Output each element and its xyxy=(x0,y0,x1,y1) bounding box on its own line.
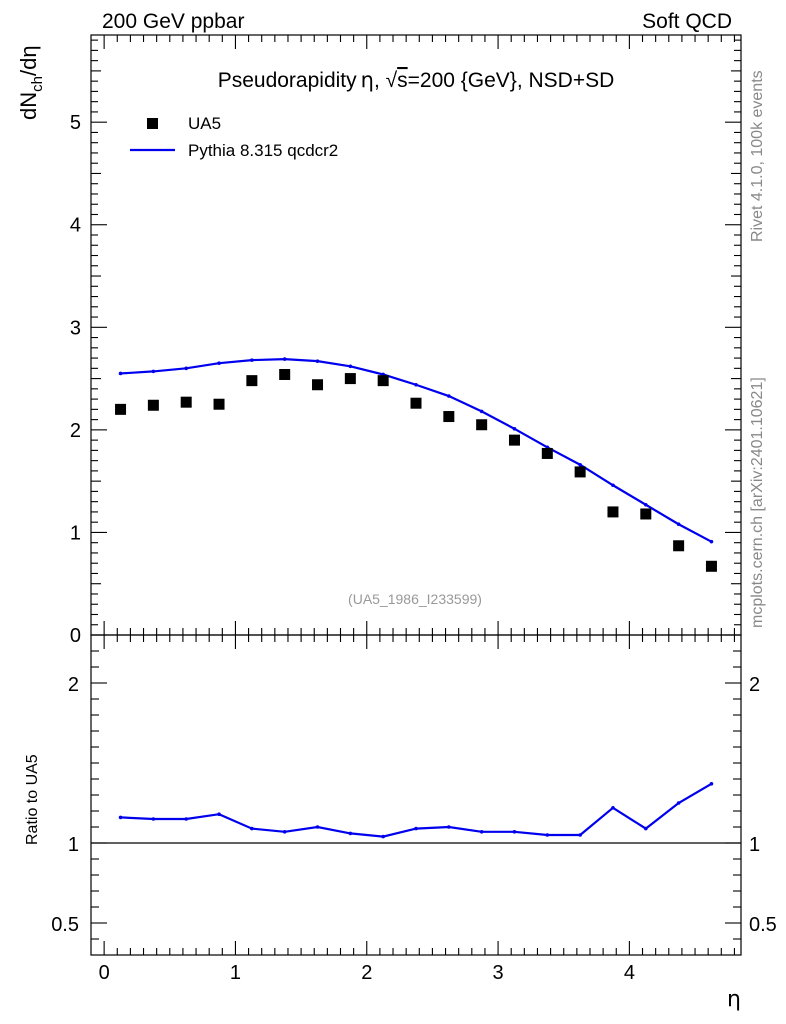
pythia-point xyxy=(643,502,648,507)
ua5-marker xyxy=(213,398,225,410)
pythia-point xyxy=(611,483,615,488)
ratio-point xyxy=(512,830,517,834)
ua5-marker xyxy=(508,434,520,446)
y-tick-label: 2 xyxy=(70,420,81,442)
ratio-point xyxy=(414,826,418,831)
legend-ua5-label: UA5 xyxy=(188,114,221,133)
ratio-point xyxy=(118,815,123,820)
ua5-marker xyxy=(180,396,192,408)
pythia-point xyxy=(512,427,517,431)
pythia-point xyxy=(709,539,714,544)
ua5-marker xyxy=(476,419,488,431)
ratio-point xyxy=(217,812,221,816)
ua5-marker xyxy=(541,447,553,459)
ratio-point xyxy=(184,817,189,821)
pythia-point xyxy=(414,382,418,387)
pythia-point xyxy=(447,394,451,398)
ua5-marker xyxy=(246,375,258,387)
y-tick-label: 4 xyxy=(70,215,81,237)
pythia-point xyxy=(348,364,353,369)
pythia-point xyxy=(315,359,320,363)
ratio-y-tick-label: 2 xyxy=(68,674,79,696)
main-panel: 0 1 2 3 4 5 Pseudorapidity η, √s=200 {GeV}, NS… xyxy=(16,34,742,647)
pythia-point xyxy=(479,409,484,414)
ratio-point xyxy=(643,826,648,831)
main-y-tick-labels: 0 1 2 3 4 5 xyxy=(70,112,81,647)
pythia-point xyxy=(676,522,681,527)
ratio-y-tick-label-right: 1 xyxy=(749,834,760,856)
ratio-y-tick-labels: 0.5 0.5 1 1 2 2 xyxy=(51,674,777,936)
pythia-point xyxy=(118,371,123,376)
pythia-point xyxy=(151,369,156,374)
ratio-data xyxy=(91,782,741,844)
pythia-point xyxy=(578,462,582,467)
x-tick-label: 2 xyxy=(361,962,372,984)
ratio-point xyxy=(348,831,353,836)
ratio-point xyxy=(479,830,484,834)
pythia-point xyxy=(184,366,189,371)
ratio-point xyxy=(709,782,714,786)
ratio-frame xyxy=(90,634,742,956)
legend-pythia-label: Pythia 8.315 qcdcr2 xyxy=(188,141,338,160)
ratio-y-tick-label: 1 xyxy=(68,834,79,856)
ratio-point xyxy=(250,826,254,831)
ua5-marker xyxy=(279,368,291,380)
x-tick-label: 3 xyxy=(493,962,504,984)
dataset-label: (UA5_1986_I233599) xyxy=(348,591,482,607)
main-data xyxy=(115,357,717,572)
legend-ua5-marker xyxy=(147,118,158,129)
header-right: Soft QCD xyxy=(642,10,732,33)
ua5-marker xyxy=(673,540,685,552)
y-tick-label: 1 xyxy=(70,522,81,544)
ua5-marker xyxy=(344,373,356,385)
ratio-y-tick-label-right: 2 xyxy=(749,674,760,696)
ua5-marker xyxy=(607,506,619,518)
mcplots-label: mcplots.cern.ch [arXiv:2401.10621] xyxy=(749,377,766,628)
ratio-point xyxy=(676,801,681,805)
y-tick-label: 5 xyxy=(70,112,81,134)
x-axis-label: η xyxy=(727,987,741,1012)
header-left: 200 GeV ppbar xyxy=(102,10,244,33)
ua5-marker xyxy=(640,508,652,520)
ratio-panel: 0.5 0.5 1 1 2 2 Ratio to UA5 xyxy=(24,634,777,956)
ua5-marker xyxy=(377,375,389,387)
x-tick-label: 0 xyxy=(99,962,110,984)
ratio-point xyxy=(381,834,385,839)
ua5-marker xyxy=(410,397,422,409)
y-tick-label: 0 xyxy=(70,625,81,647)
ua5-marker xyxy=(574,466,586,478)
ratio-y-tick-label: 0.5 xyxy=(51,914,79,936)
pythia-point xyxy=(282,357,287,361)
x-tick-labels: 0 1 2 3 4 xyxy=(99,962,635,984)
ratio-point xyxy=(282,830,287,834)
rivet-label: Rivet 4.1.0, 100k events xyxy=(749,70,766,242)
ua5-marker xyxy=(443,411,455,423)
ratio-point xyxy=(447,825,451,829)
ua5-marker xyxy=(147,399,159,411)
ratio-ticks xyxy=(91,635,741,955)
x-tick-label: 4 xyxy=(624,962,635,984)
ratio-point xyxy=(545,833,550,837)
y-tick-label: 3 xyxy=(70,317,81,339)
ratio-y-tick-label-right: 0.5 xyxy=(749,914,777,936)
ratio-point xyxy=(578,833,582,837)
ratio-point xyxy=(611,806,615,810)
ua5-marker xyxy=(705,560,717,572)
chart-title: Pseudorapidity η, √s=200 {GeV}, NSD+SD xyxy=(218,68,615,92)
ratio-point xyxy=(315,825,320,829)
ratio-y-axis-label: Ratio to UA5 xyxy=(24,754,41,845)
pythia-point xyxy=(217,361,221,366)
ratio-point xyxy=(151,817,156,821)
x-tick-label: 1 xyxy=(230,962,241,984)
ua5-marker xyxy=(115,403,127,415)
ua5-marker xyxy=(312,379,324,391)
legend: UA5 Pythia 8.315 qcdcr2 xyxy=(130,114,338,160)
pythia-point xyxy=(250,358,254,362)
main-ticks xyxy=(91,35,741,636)
y-axis-label: dNch/dη xyxy=(16,45,46,120)
